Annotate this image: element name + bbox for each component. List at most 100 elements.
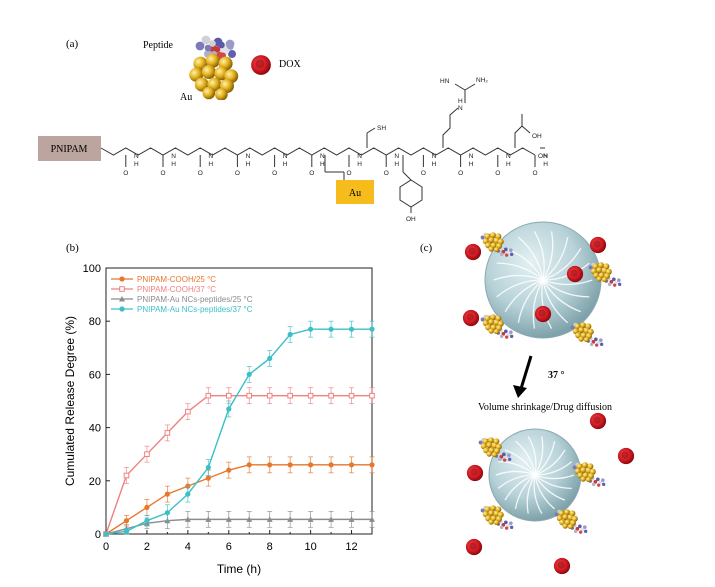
oxygen-atom-label: O: [235, 170, 240, 177]
dox-icon: [464, 243, 482, 261]
data-point: [266, 516, 273, 522]
data-point: [287, 392, 293, 399]
data-point: [328, 462, 334, 468]
polymer-strand: [534, 441, 556, 476]
series-3: [103, 320, 375, 537]
data-point: [119, 296, 125, 302]
hydrogen-atom-label: H: [394, 161, 399, 168]
nitrogen-atom-label: N: [171, 153, 176, 160]
data-point: [246, 462, 252, 468]
polymer-strand: [542, 279, 569, 324]
hydrogen-atom-label: H: [171, 161, 176, 168]
hydrogen-atom-label: H: [506, 161, 511, 168]
data-point: [144, 451, 150, 457]
series-1: [103, 387, 375, 537]
data-point: [205, 516, 212, 522]
nitrogen-atom-label: N: [246, 153, 251, 160]
svg-text:OH: OH: [538, 153, 548, 160]
au-nanocluster-illustration: [189, 35, 239, 100]
y-tick-label: 40: [89, 423, 101, 435]
data-point: [246, 392, 253, 399]
y-tick-label: 0: [95, 529, 101, 541]
data-point: [225, 516, 232, 522]
polymer-strand: [542, 231, 554, 281]
x-tick-label: 6: [226, 541, 232, 553]
dox-icon: [589, 236, 607, 254]
data-point: [205, 475, 211, 481]
x-tick-label: 4: [185, 541, 191, 553]
data-point: [123, 518, 130, 524]
polymer-strand: [495, 470, 536, 476]
y-tick-label: 100: [83, 263, 101, 275]
dox-molecule-icon: [251, 55, 271, 75]
polymer-strand: [504, 474, 536, 501]
nitrogen-atom-label: N: [432, 153, 437, 160]
polymer-strand: [534, 449, 566, 476]
released-dox-icon: [553, 557, 571, 575]
panel-a-label: (a): [66, 38, 79, 50]
data-point: [185, 408, 191, 415]
y-tick-label: 20: [89, 476, 101, 488]
data-point: [308, 326, 314, 332]
svg-text:H: H: [458, 98, 463, 105]
oxygen-atom-label: O: [161, 170, 166, 177]
y-tick-label: 60: [89, 369, 101, 381]
peptide-label: Peptide: [143, 40, 174, 51]
legend-entry-3: PNIPAM-Au NCs-peptides/37 °C: [111, 305, 253, 314]
oxygen-atom-label: O: [495, 170, 500, 177]
release-chart: 0 20 40 60 80 100 0 2 4 6 8 10 12 Time (h) Cumulate…: [63, 263, 375, 576]
polymer-strand: [515, 440, 536, 476]
hydrogen-atom-label: H: [469, 161, 474, 168]
nitrogen-atom-label: N: [357, 153, 362, 160]
data-point: [185, 491, 191, 497]
svg-text:N: N: [458, 105, 463, 112]
data-point: [307, 516, 314, 522]
data-point: [119, 306, 125, 312]
polymer-strand: [504, 279, 544, 313]
data-point: [328, 326, 334, 332]
series-line: [105, 464, 372, 535]
hydrogen-atom-label: H: [283, 161, 288, 168]
hydrogen-atom-label: H: [543, 161, 548, 168]
polymer-strand: [517, 279, 544, 323]
data-point: [267, 462, 273, 468]
aspartate-side-chain: OH OH: [514, 114, 548, 160]
nitrogen-atom-label: N: [543, 153, 548, 160]
data-point: [348, 462, 355, 468]
nitrogen-atom-label: N: [394, 153, 399, 160]
data-point: [369, 326, 375, 332]
hydrogen-atom-label: H: [432, 161, 437, 168]
data-point: [267, 355, 273, 362]
data-point: [144, 518, 150, 524]
legend-label: PNIPAM-COOH/37 °C: [137, 285, 216, 294]
temperature-arrow: [513, 355, 533, 398]
nitrogen-atom-label: N: [506, 153, 511, 160]
process-caption: Volume shrinkage/Drug diffusion: [478, 402, 612, 413]
svg-text:NH₂: NH₂: [476, 77, 488, 84]
hydrogen-atom-label: H: [320, 161, 325, 168]
polymer-strand: [542, 237, 569, 281]
data-point: [287, 462, 293, 468]
dox-icon: [566, 265, 584, 283]
oxygen-atom-label: O: [458, 170, 463, 177]
legend-label: PNIPAM-COOH/25 °C: [137, 275, 216, 284]
polymer-strand: [534, 436, 544, 476]
x-tick-label: 0: [103, 541, 109, 553]
data-point: [307, 392, 314, 399]
polymer-strand: [504, 449, 536, 476]
series-line: [105, 328, 372, 535]
legend-entry-0: PNIPAM-COOH/25 °C: [111, 275, 216, 284]
pnipam-box-label: PNIPAM: [51, 144, 88, 155]
polymer-strand: [527, 436, 537, 476]
au-box-label: Au: [349, 188, 361, 199]
hydrogen-atom-label: H: [208, 161, 213, 168]
au-label: Au: [180, 92, 192, 103]
polymer-strand: [514, 474, 536, 509]
expanded-micelle: [462, 221, 622, 347]
oxygen-atom-label: O: [421, 170, 426, 177]
data-point: [266, 392, 273, 399]
x-tick-label: 8: [267, 541, 273, 553]
pnipam-box: [38, 136, 101, 161]
dox-icon: [534, 305, 552, 323]
